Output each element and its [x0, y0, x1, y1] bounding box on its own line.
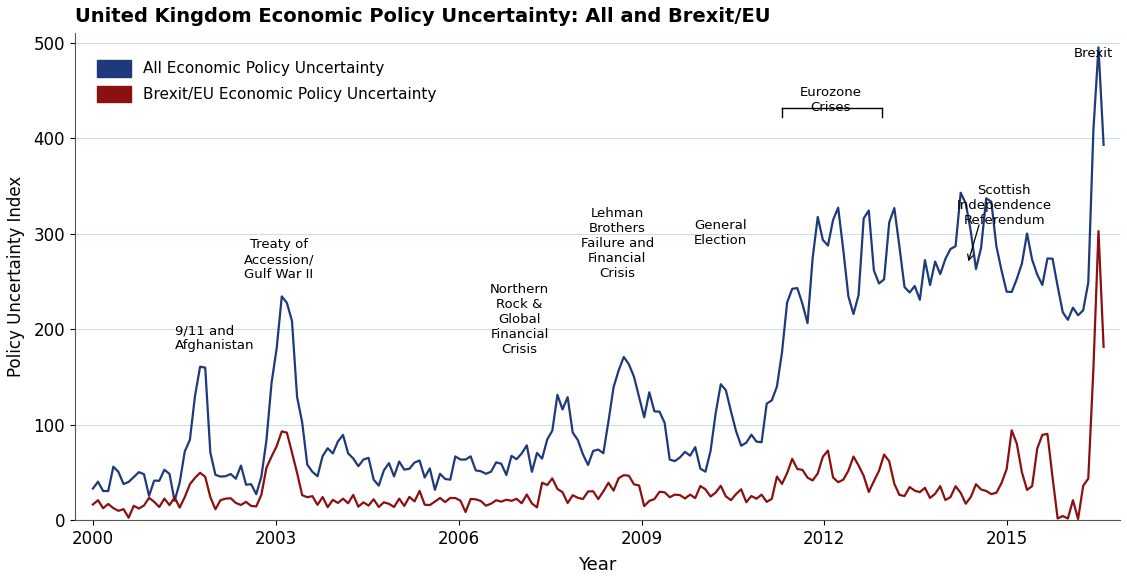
- Text: Scottish
Independence
Referendum: Scottish Independence Referendum: [957, 184, 1051, 227]
- Text: Lehman
Brothers
Failure and
Financial
Crisis: Lehman Brothers Failure and Financial Cr…: [580, 207, 654, 280]
- Text: Brexit: Brexit: [1074, 48, 1113, 60]
- Text: 9/11 and
Afghanistan: 9/11 and Afghanistan: [175, 324, 255, 352]
- Text: Treaty of
Accession/
Gulf War II: Treaty of Accession/ Gulf War II: [243, 238, 314, 281]
- Legend: All Economic Policy Uncertainty, Brexit/EU Economic Policy Uncertainty: All Economic Policy Uncertainty, Brexit/…: [92, 55, 441, 107]
- Text: Eurozone
Crises: Eurozone Crises: [799, 85, 861, 113]
- X-axis label: Year: Year: [578, 556, 616, 574]
- Text: General
Election: General Election: [694, 219, 747, 248]
- Text: United Kingdom Economic Policy Uncertainty: All and Brexit/EU: United Kingdom Economic Policy Uncertain…: [74, 7, 770, 26]
- Text: Northern
Rock &
Global
Financial
Crisis: Northern Rock & Global Financial Crisis: [490, 283, 549, 356]
- Y-axis label: Policy Uncertainty Index: Policy Uncertainty Index: [7, 176, 25, 377]
